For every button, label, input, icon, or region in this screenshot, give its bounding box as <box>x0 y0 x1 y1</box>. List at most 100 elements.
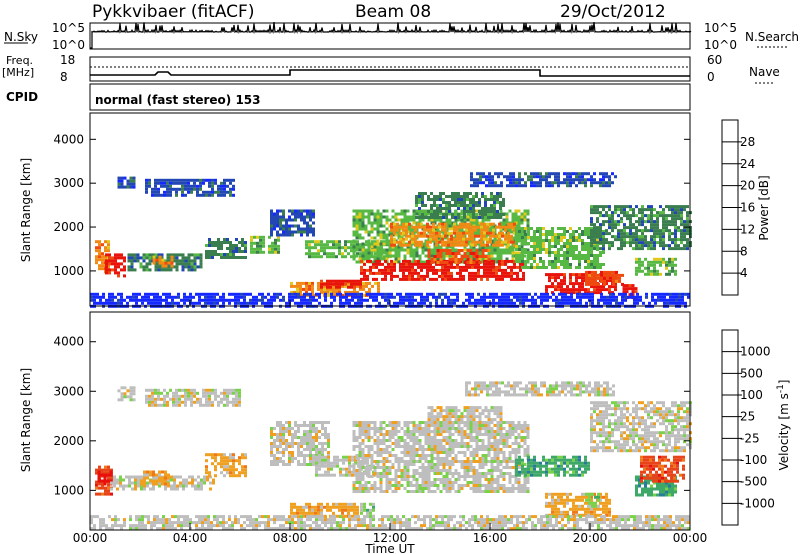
power-echo-cell <box>566 172 569 176</box>
power-echo-cell <box>490 257 494 261</box>
power-echo-cell <box>542 227 545 230</box>
power-echo-cell <box>406 245 410 249</box>
power-echo-cell <box>507 231 510 235</box>
power-echo-cell <box>370 224 374 228</box>
power-echo-cell <box>491 181 494 185</box>
power-echo-cell <box>244 247 247 250</box>
power-echo-cell <box>584 172 587 176</box>
power-echo-cell <box>378 268 381 272</box>
power-echo-cell <box>501 240 504 244</box>
power-echo-cell <box>578 251 581 254</box>
power-echo-cell <box>524 248 527 251</box>
power-echo-cell <box>411 268 414 272</box>
velocity-echo-cell <box>238 474 241 478</box>
power-echo-cell <box>166 184 169 188</box>
velocity-echo-cell <box>244 468 247 472</box>
power-echo-cell <box>602 223 605 227</box>
power-echo-cell <box>644 241 647 245</box>
power-echo-cell <box>530 172 533 176</box>
power-echo-cell <box>557 239 560 242</box>
power-echo-cell <box>614 235 617 239</box>
velocity-echo-cell <box>223 465 226 469</box>
power-echo-cell <box>433 245 437 249</box>
power-echo-cell <box>498 295 501 299</box>
velocity-echo-cell <box>123 392 127 396</box>
power-echo-cell <box>671 223 674 227</box>
power-echo-cell <box>567 301 570 305</box>
power-echo-cell <box>447 268 450 272</box>
velocity-echo-cell <box>612 393 615 397</box>
power-echo-cell <box>291 230 294 234</box>
power-echo-cell <box>484 245 488 249</box>
power-echo-cell <box>270 227 273 231</box>
velocity-echo-cell <box>238 394 241 398</box>
power-echo-cell <box>262 235 265 239</box>
power-echo-cell <box>489 292 492 296</box>
power-echo-cell <box>303 298 306 302</box>
velocity-echo-cell <box>152 473 155 477</box>
velocity-echo-cell <box>140 475 143 479</box>
power-echo-cell <box>175 268 179 272</box>
power-echo-cell <box>426 240 429 244</box>
power-echo-cell <box>267 292 270 296</box>
power-echo-cell <box>355 221 359 225</box>
power-echo-cell <box>618 301 621 305</box>
power-echo-cell <box>190 262 194 266</box>
power-echo-cell <box>129 176 133 180</box>
power-echo-cell <box>602 238 605 242</box>
velocity-echo-cell <box>513 384 516 388</box>
power-echo-cell <box>539 175 542 179</box>
power-echo-cell <box>593 226 596 230</box>
power-echo-cell <box>163 193 166 197</box>
velocity-echo-cell <box>190 388 193 392</box>
velocity-echo-cell <box>489 393 492 397</box>
power-echo-cell <box>626 226 629 230</box>
power-echo-cell <box>402 295 405 299</box>
power-echo-cell <box>367 215 371 219</box>
power-echo-cell <box>575 266 578 269</box>
power-echo-cell <box>354 295 357 299</box>
power-echo-cell <box>90 292 93 296</box>
power-echo-cell <box>617 223 620 227</box>
power-echo-cell <box>421 204 424 207</box>
power-echo-cell <box>262 250 265 254</box>
power-echo-cell <box>420 243 423 247</box>
power-echo-cell <box>629 214 632 218</box>
power-echo-cell <box>539 248 542 251</box>
power-echo-cell <box>680 205 683 209</box>
power-echo-cell <box>641 241 644 245</box>
power-echo-cell <box>450 274 453 278</box>
power-echo-cell <box>98 258 101 262</box>
power-echo-cell <box>382 251 386 255</box>
power-echo-cell <box>135 301 138 305</box>
power-echo-cell <box>184 181 187 185</box>
velocity-echo-cell <box>101 486 104 490</box>
power-echo-cell <box>160 268 164 272</box>
power-echo-cell <box>665 217 668 221</box>
velocity-echo-cell <box>558 393 561 397</box>
power-echo-cell <box>433 216 436 219</box>
velocity-echo-cell <box>146 473 149 477</box>
velocity-echo-cell <box>567 381 570 385</box>
velocity-echo-cell <box>226 403 229 407</box>
power-echo-cell <box>381 271 384 275</box>
power-echo-cell <box>445 201 448 204</box>
velocity-echo-cell <box>597 393 600 397</box>
power-echo-cell <box>650 217 653 221</box>
power-echo-cell <box>647 214 650 218</box>
power-echo-cell <box>460 227 464 231</box>
power-echo-cell <box>481 218 485 222</box>
power-echo-cell <box>516 271 519 275</box>
velocity-echo-cell <box>166 403 169 407</box>
power-echo-cell <box>427 216 430 219</box>
velocity-echo-cell <box>128 481 131 485</box>
power-echo-cell <box>486 274 489 278</box>
power-echo-cell <box>290 281 293 285</box>
power-echo-cell <box>380 240 383 244</box>
power-echo-cell <box>530 266 533 269</box>
power-echo-cell <box>638 208 641 212</box>
power-echo-cell <box>605 172 608 176</box>
power-echo-cell <box>475 201 478 204</box>
velocity-echo-cell <box>161 479 164 483</box>
